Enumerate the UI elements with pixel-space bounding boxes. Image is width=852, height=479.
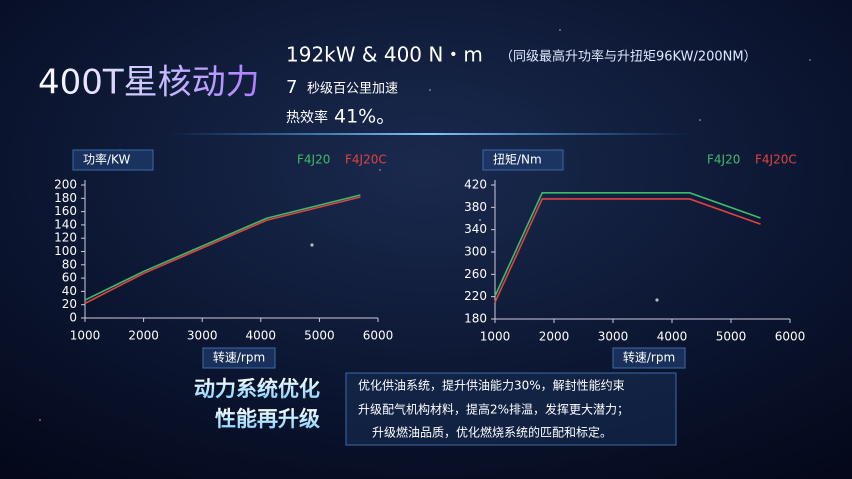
y-tick-label: 60 <box>62 271 77 285</box>
y-tick-label: 20 <box>62 297 77 311</box>
eff-num: 41%。 <box>334 106 395 128</box>
footer-heading: 性能再升级 <box>215 407 320 431</box>
y-tick-label: 180 <box>464 312 487 326</box>
accel-text: 秒级百公里加速 <box>307 82 398 97</box>
y-label-box <box>72 149 154 171</box>
legend-label: F4J20C <box>755 153 797 167</box>
x-tick-label: 6000 <box>775 330 806 344</box>
y-tick-label: 200 <box>54 178 77 192</box>
x-tick-label: 1000 <box>480 330 511 344</box>
x-tick-label: 1000 <box>70 329 101 343</box>
y-tick-label: 100 <box>54 244 77 258</box>
series-line <box>84 196 361 305</box>
y-label: 扭矩/Nm <box>493 153 542 167</box>
x-tick-label: 3000 <box>187 329 218 343</box>
footer-box <box>345 372 677 446</box>
x-tick-label: 5000 <box>304 329 335 343</box>
x-tick-label: 6000 <box>363 329 394 343</box>
legend-label: F4J20C <box>345 153 387 167</box>
legend-label: F4J20 <box>297 153 330 167</box>
y-tick-label: 120 <box>54 231 77 245</box>
footer-point: 优化供油系统，提升供油能力30%，解封性能约束 <box>358 378 625 393</box>
y-tick-label: 140 <box>54 217 77 231</box>
x-label-box <box>202 347 276 369</box>
y-tick-label: 80 <box>62 257 77 271</box>
y-tick-label: 260 <box>464 267 487 281</box>
title: 400T星核动力 <box>38 63 260 103</box>
footer-point: 升级燃油品质，优化燃烧系统的匹配和标定。 <box>372 425 612 440</box>
y-label: 功率/KW <box>83 152 130 167</box>
footer-heading: 动力系统优化 <box>194 377 320 401</box>
spec-main: 192kW & 400 N・m <box>286 43 483 67</box>
x-tick-label: 4000 <box>246 329 277 343</box>
y-tick-label: 380 <box>464 200 487 214</box>
spec-note: （同级最高升功率与升扭矩96KW/200NM） <box>500 49 757 65</box>
series-line <box>84 194 361 301</box>
y-tick-label: 340 <box>464 222 487 236</box>
separator <box>170 133 690 135</box>
x-tick-label: 5000 <box>716 330 747 344</box>
series-line <box>494 198 761 303</box>
x-tick-label: 2000 <box>128 329 159 343</box>
series-line <box>494 192 761 297</box>
y-tick-label: 0 <box>69 311 77 325</box>
x-label-box <box>612 347 686 369</box>
y-tick-label: 160 <box>54 204 77 218</box>
x-tick-label: 4000 <box>657 330 688 344</box>
y-tick-label: 220 <box>464 289 487 303</box>
x-tick-label: 3000 <box>598 330 629 344</box>
x-tick-label: 2000 <box>539 330 570 344</box>
legend-label: F4J20 <box>707 153 740 167</box>
accel-num: 7 <box>286 77 297 98</box>
x-label: 转速/rpm <box>623 350 675 365</box>
y-tick-label: 40 <box>62 284 77 298</box>
x-label: 转速/rpm <box>213 350 265 365</box>
footer-point: 升级配气机构材料，提高2%排温，发挥更大潜力； <box>358 402 629 417</box>
y-tick-label: 300 <box>464 245 487 259</box>
eff-text: 热效率 <box>286 109 328 126</box>
y-tick-label: 420 <box>464 178 487 192</box>
y-tick-label: 180 <box>54 191 77 205</box>
y-label-box <box>482 149 564 171</box>
